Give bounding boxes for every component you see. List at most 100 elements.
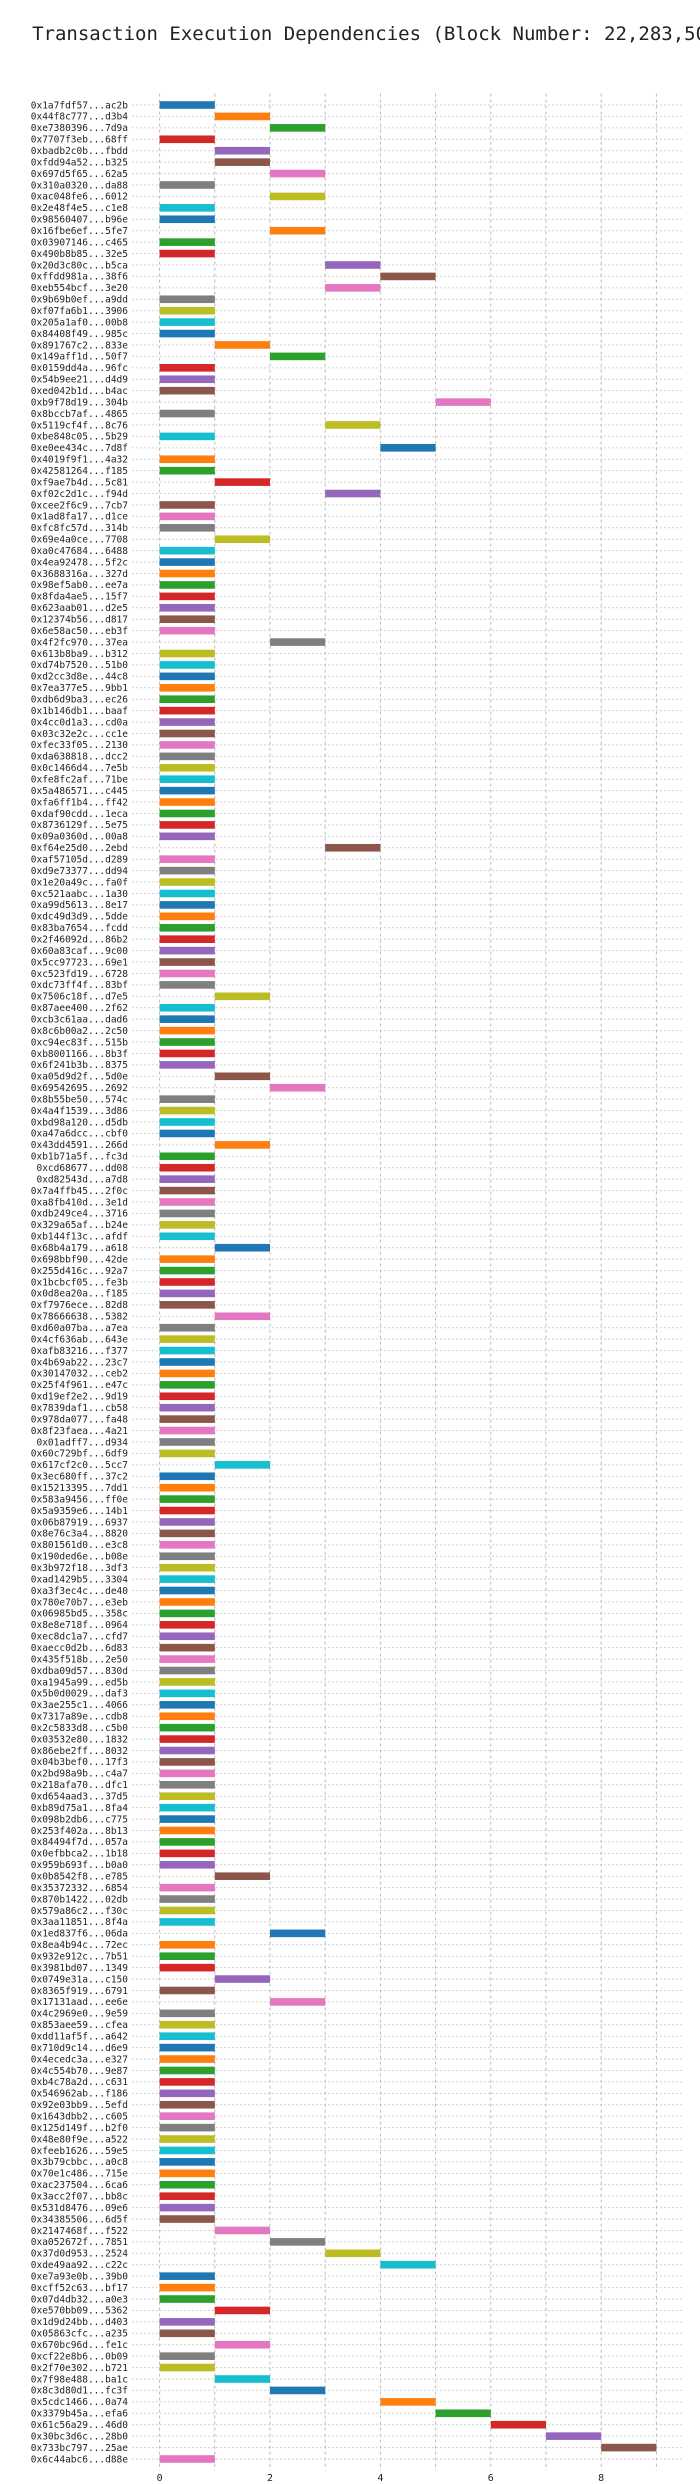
y-tick-label: 0x253f402a...8b13 (31, 1826, 128, 1837)
task-bar (159, 546, 215, 555)
task-bar (490, 2420, 546, 2429)
y-tick-label: 0xbd98a120...d5db (31, 1117, 129, 1128)
task-bar (159, 1883, 215, 1892)
task-bar (214, 1872, 270, 1881)
y-tick-label: 0x4019f9f1...4a32 (31, 455, 128, 466)
task-bar (214, 1243, 270, 1252)
y-tick-label: 0x891767c2...833e (31, 340, 129, 351)
task-bar (214, 1141, 270, 1149)
x-tick-label: 4 (377, 2473, 383, 2484)
y-tick-label: 0x7839daf1...cb58 (31, 1403, 129, 1414)
x-tick-labels: 0 2 4 6 8 (157, 2473, 605, 2484)
task-bar (601, 2443, 657, 2452)
task-bar (159, 592, 215, 601)
y-tick-label: 0x0efbbca2...1b18 (31, 1849, 129, 1860)
y-tick-label: 0x8fda4ae5...15f7 (31, 592, 128, 603)
task-bar (159, 615, 215, 624)
task-bar (159, 1095, 215, 1103)
y-tick-label: 0x149aff1d...50f7 (31, 352, 128, 363)
y-tick-label: 0x04b3bef0...17f3 (31, 1757, 128, 1768)
task-bar (214, 341, 270, 349)
y-tick-label: 0x5b0d0029...daf3 (31, 1689, 128, 1700)
task-bar (159, 2146, 215, 2155)
task-bar (159, 1712, 215, 1721)
task-bar (159, 1335, 215, 1343)
y-tick-label: 0xed042b1d...b4ac (31, 386, 128, 397)
task-bar (159, 1209, 215, 1218)
task-bar (159, 238, 215, 246)
task-bar (159, 1849, 215, 1858)
task-bar (159, 1895, 215, 1903)
task-bar (159, 1049, 215, 1058)
task-bar (159, 706, 215, 715)
task-bar (270, 2386, 326, 2395)
task-bar (270, 1083, 326, 1092)
y-tick-label: 0x3981bd07...1349 (31, 1963, 129, 1974)
task-bar (159, 1632, 215, 1641)
task-bar (159, 683, 215, 692)
task-bar (159, 2100, 215, 2109)
y-tick-label: 0xf7976ece...82d8 (31, 1300, 129, 1311)
task-bar (159, 1415, 215, 1423)
y-tick-label: 0x710d9c14...d6e9 (31, 2043, 129, 2054)
y-tick-label: 0xc521aabc...1a30 (31, 889, 129, 900)
y-tick-label: 0xe7380396...7d9a (31, 123, 128, 134)
y-tick-label: 0x05863cfc...a235 (31, 2329, 128, 2340)
y-tick-label: 0xc94ec83f...515b (31, 1037, 129, 1048)
task-bar (159, 2329, 215, 2338)
task-bar (159, 1643, 215, 1652)
y-tick-label: 0x5cc97723...69e1 (31, 957, 129, 968)
y-tick-label: 0x2147468f...f522 (31, 2226, 128, 2237)
task-bar (159, 295, 215, 304)
task-bar (159, 466, 215, 475)
task-bar (159, 1723, 215, 1732)
y-tick-label: 0xf02c2d1c...f94d (31, 489, 128, 500)
task-bar (159, 1323, 215, 1332)
task-bar (159, 2078, 215, 2086)
task-bar (214, 992, 270, 1001)
y-tick-label: 0x6f241b3b...8375 (31, 1060, 128, 1071)
y-tick-label: 0x60c729bf...6df9 (31, 1449, 129, 1460)
y-tick-label: 0xc523fd19...6728 (31, 969, 129, 980)
task-bar (380, 272, 436, 281)
y-tick-label: 0x4a4f1539...3d86 (31, 1106, 129, 1117)
y-tick-label: 0x7ea377e5...9bb1 (31, 683, 129, 694)
task-bar (159, 2158, 215, 2166)
y-tick-label: 0x07d4db32...a0e3 (31, 2294, 128, 2305)
y-tick-label: 0xbadb2c0b...fbdd (31, 146, 128, 157)
task-bar (159, 889, 215, 898)
y-tick-label: 0xfdd94a52...b325 (31, 157, 128, 168)
y-tick-label: 0x8ea4b94c...72ec (31, 1940, 128, 1951)
task-bar (214, 146, 270, 155)
y-tick-label: 0x190ded6e...b08e (31, 1552, 129, 1563)
task-bar (159, 1586, 215, 1595)
task-bar (214, 158, 270, 166)
y-tick-label: 0x98560407...b96e (31, 215, 129, 226)
y-tick-label: 0x03532e80...1832 (31, 1734, 128, 1745)
task-bar (159, 1255, 215, 1263)
task-bar (159, 946, 215, 955)
task-bar (214, 2375, 270, 2383)
y-tick-label: 0x5119cf4f...8c76 (31, 420, 129, 431)
y-tick-label: 0x0c1466d4...7e5b (31, 763, 129, 774)
task-bar (159, 2363, 215, 2372)
y-tick-label: 0xaf57105d...d289 (31, 854, 129, 865)
y-tick-label: 0x1d9d24bb...d403 (31, 2317, 128, 2328)
y-tick-label: 0xb8001166...8b3f (31, 1049, 128, 1060)
y-tick-label: 0x4b69ab22...23c7 (31, 1357, 128, 1368)
task-bar (159, 981, 215, 989)
y-tick-label: 0x531d8476...09e6 (31, 2203, 129, 2214)
task-bar (270, 638, 326, 646)
y-tick-label: 0x801561d0...e3c8 (31, 1540, 129, 1551)
task-bar (159, 958, 215, 966)
task-bar (159, 923, 215, 932)
task-bar (159, 1472, 215, 1481)
y-tick-label: 0x44f8c777...d3b4 (31, 112, 129, 123)
task-bar (159, 1358, 215, 1366)
task-bar (159, 1826, 215, 1835)
task-bar (159, 1621, 215, 1629)
task-bar (159, 1175, 215, 1183)
vertical-grid (159, 93, 657, 2471)
task-bar (159, 832, 215, 841)
task-bar (159, 935, 215, 943)
